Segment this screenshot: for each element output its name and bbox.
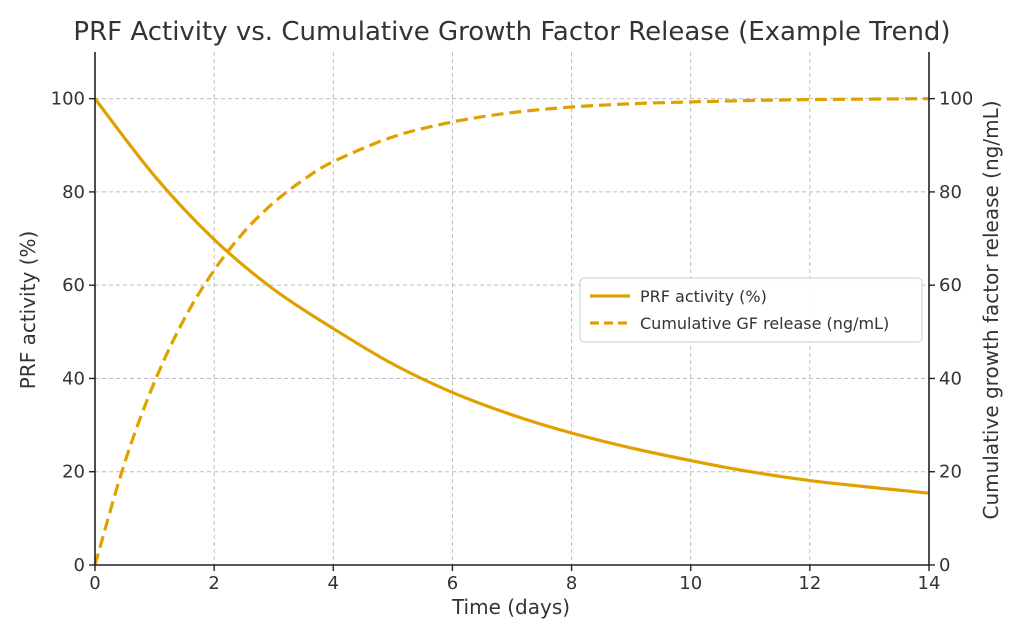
y-left-tick-label-2: 40 xyxy=(62,368,85,389)
y-left-tick-label-1: 20 xyxy=(62,462,85,483)
series-line-1 xyxy=(93,97,930,566)
y-axis-left-label: PRF activity (%) xyxy=(16,231,40,390)
axes xyxy=(94,52,930,566)
y-right-tick-label-4: 80 xyxy=(939,182,962,203)
x-tick-label-3: 6 xyxy=(447,573,458,594)
x-axis-label: Time (days) xyxy=(451,595,570,619)
y-left-tick-label-4: 80 xyxy=(62,182,85,203)
chart-title: PRF Activity vs. Cumulative Growth Facto… xyxy=(73,17,950,47)
y-right-tick-label-0: 0 xyxy=(939,555,950,576)
x-tick-label-0: 0 xyxy=(89,573,100,594)
legend-label-0: PRF activity (%) xyxy=(640,287,767,306)
y-right-tick-label-3: 60 xyxy=(939,275,962,296)
y-right-tick-label-1: 20 xyxy=(939,462,962,483)
x-tick-label-5: 10 xyxy=(679,573,702,594)
x-tick-label-2: 4 xyxy=(328,573,339,594)
legend-label-1: Cumulative GF release (ng/mL) xyxy=(640,314,889,333)
x-tick-label-1: 2 xyxy=(208,573,219,594)
x-tick-label-7: 14 xyxy=(918,573,941,594)
legend: PRF activity (%) Cumulative GF release (n… xyxy=(579,277,923,343)
series-lines xyxy=(93,97,930,566)
y-left-tick-label-5: 100 xyxy=(51,89,85,110)
y-axis-right-label: Cumulative growth factor release (ng/mL) xyxy=(979,100,1003,519)
x-tick-label-6: 12 xyxy=(798,573,821,594)
y-left-tick-label-0: 0 xyxy=(74,555,85,576)
legend-box xyxy=(579,277,923,343)
y-left-tick-label-3: 60 xyxy=(62,275,85,296)
y-right-tick-label-2: 40 xyxy=(939,368,962,389)
y-right-tick-label-5: 100 xyxy=(939,89,973,110)
series-line-0 xyxy=(93,97,930,495)
x-tick-label-4: 8 xyxy=(566,573,577,594)
